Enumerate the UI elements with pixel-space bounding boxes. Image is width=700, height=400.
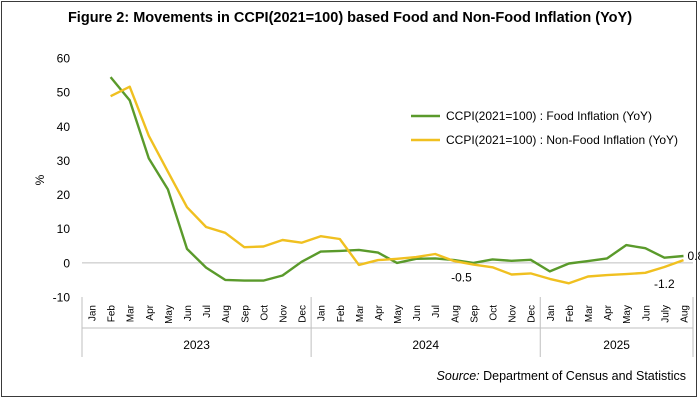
year-label: 2024 (412, 338, 439, 352)
x-tick-label: Mar (584, 304, 595, 322)
source-label: Source: (436, 369, 480, 383)
x-tick-label: May (164, 305, 175, 324)
x-tick-label: Apr (374, 304, 385, 320)
x-tick-label: Dec (527, 305, 538, 323)
y-tick-label: 10 (57, 222, 71, 236)
x-tick-label: Jul (202, 305, 213, 318)
x-tick-label: Jan (88, 305, 99, 321)
x-tick-label: Mar (126, 304, 137, 322)
source-text: Department of Census and Statistics (479, 369, 686, 383)
x-tick-label: July (660, 305, 671, 323)
x-tick-label: May (622, 305, 633, 324)
x-tick-label: Aug (450, 305, 461, 323)
x-tick-label: Jan (317, 305, 328, 321)
y-tick-label: 0 (63, 256, 70, 270)
x-tick-label: May (393, 305, 404, 324)
legend-label: CCPI(2021=100) : Non-Food Inflation (YoY… (446, 133, 678, 147)
x-tick-label: Jul (431, 305, 442, 318)
data-label: -1.2 (654, 277, 675, 291)
x-tick-label: Feb (565, 305, 576, 323)
x-tick-label: Nov (508, 305, 519, 323)
series-line-food (109, 76, 684, 282)
y-tick-label: 60 (57, 52, 71, 66)
x-tick-label: Nov (278, 305, 289, 323)
x-tick-label: Sep (240, 305, 251, 323)
x-tick-label: Apr (603, 304, 614, 320)
year-label: 2025 (603, 338, 630, 352)
y-tick-label: 20 (57, 188, 71, 202)
legend-label: CCPI(2021=100) : Food Inflation (YoY) (446, 109, 652, 123)
x-tick-label: Jan (546, 305, 557, 321)
x-tick-label: Mar (355, 304, 366, 322)
x-tick-label: Jun (412, 305, 423, 321)
x-tick-label: Apr (145, 304, 156, 320)
x-tick-label: Feb (336, 305, 347, 323)
x-tick-label: Jun (641, 305, 652, 321)
x-tick-label: Dec (298, 305, 309, 323)
y-tick-label: -10 (53, 291, 71, 305)
year-label: 2023 (183, 338, 210, 352)
chart-title: Figure 2: Movements in CCPI(2021=100) ba… (67, 10, 633, 26)
x-tick-label: Oct (259, 305, 270, 321)
y-tick-label: 30 (57, 154, 71, 168)
x-tick-label: Jun (183, 305, 194, 321)
data-label: -0.5 (451, 271, 472, 285)
x-tick-label: Sep (469, 305, 480, 323)
series-line-non-food (110, 85, 684, 285)
x-tick-label: Feb (107, 305, 118, 323)
y-axis-label: % (33, 174, 47, 185)
x-tick-label: Aug (221, 305, 232, 323)
source-note: Source: Department of Census and Statist… (437, 369, 686, 383)
y-tick-label: 50 (57, 86, 71, 100)
x-tick-label: Oct (489, 305, 500, 321)
data-label: 0.8 (687, 249, 700, 263)
x-tick-label: Aug (679, 305, 690, 323)
y-tick-label: 40 (57, 120, 71, 134)
